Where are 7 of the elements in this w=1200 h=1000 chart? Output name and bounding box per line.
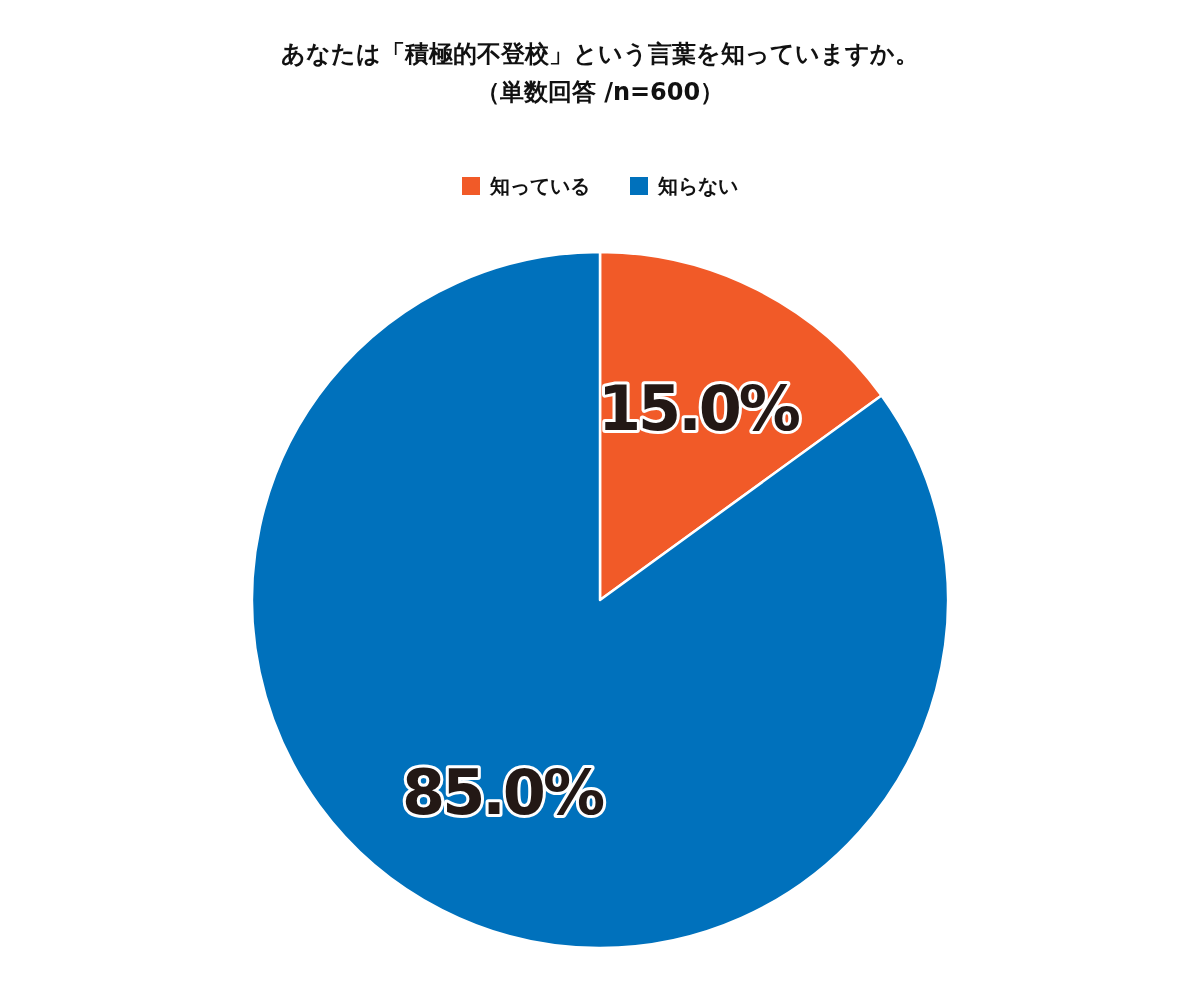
data-label: 15.0% xyxy=(597,371,800,445)
legend-label: 知らない xyxy=(657,174,738,198)
chart-subtitle: （単数回答 /n=600） xyxy=(475,78,725,106)
pie-slice xyxy=(251,250,950,950)
chart-title: あなたは「積極的不登校」という言葉を知っていますか。 xyxy=(281,40,919,68)
legend-label: 知っている xyxy=(489,174,590,198)
data-label: 85.0% xyxy=(402,756,604,830)
